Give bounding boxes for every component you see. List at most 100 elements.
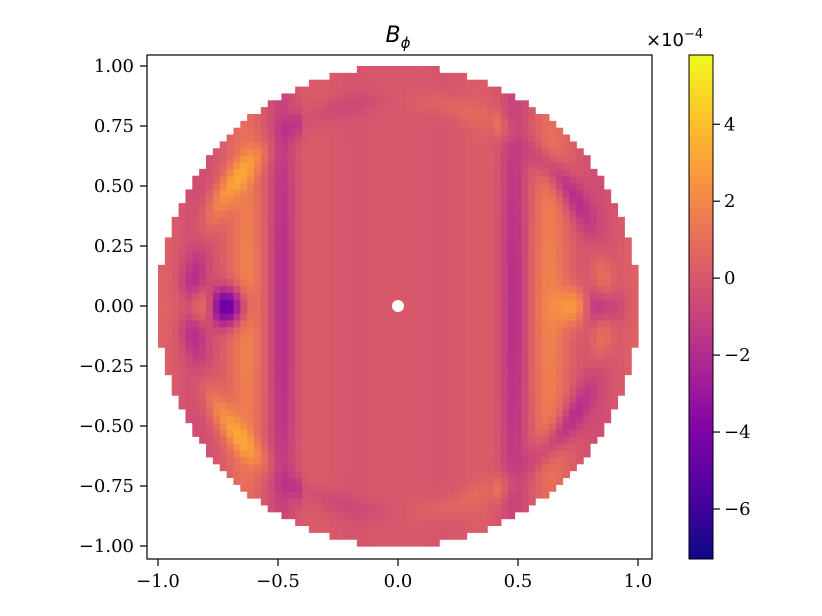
heatmap-cell — [411, 306, 420, 314]
heatmap-cell — [370, 216, 379, 225]
heatmap-cell — [548, 168, 557, 177]
heatmap-cell — [295, 504, 303, 513]
heatmap-cell — [439, 477, 447, 485]
heatmap-cell — [596, 333, 605, 341]
heatmap-cell — [329, 374, 337, 383]
heatmap-cell — [370, 79, 379, 88]
heatmap-cell — [377, 223, 385, 232]
heatmap-cell — [274, 271, 283, 280]
heatmap-cell — [452, 148, 461, 156]
heatmap-cell — [528, 498, 536, 506]
heatmap-cell — [281, 285, 289, 293]
heatmap-cell — [281, 216, 289, 225]
heatmap-cell — [212, 175, 221, 184]
heatmap-cell — [281, 402, 289, 410]
heatmap-cell — [391, 511, 399, 520]
heatmap-cell — [398, 436, 406, 444]
heatmap-cell — [432, 388, 440, 396]
heatmap-cell — [411, 436, 420, 444]
heatmap-cell — [596, 395, 605, 403]
heatmap-cell — [247, 120, 255, 129]
heatmap-cell — [302, 203, 310, 211]
heatmap-cell — [302, 436, 310, 444]
heatmap-cell — [631, 299, 639, 307]
heatmap-cell — [548, 244, 557, 252]
heatmap-cell — [521, 484, 529, 492]
heatmap-cell — [583, 251, 591, 259]
heatmap-cell — [487, 436, 495, 444]
heatmap-cell — [425, 525, 433, 533]
heatmap-cell — [240, 162, 248, 170]
heatmap-cell — [603, 395, 612, 403]
heatmap-cell — [535, 347, 543, 355]
heatmap-cell — [315, 196, 324, 204]
heatmap-cell — [206, 285, 214, 293]
heatmap-cell — [199, 429, 207, 437]
heatmap-cell — [295, 175, 303, 184]
heatmap-cell — [452, 340, 461, 348]
axes-frame — [146, 54, 653, 560]
heatmap-cell — [295, 450, 303, 458]
heatmap-cell — [233, 402, 241, 410]
heatmap-cell — [212, 285, 221, 293]
heatmap-cell — [404, 230, 413, 239]
heatmap-cell — [542, 114, 550, 122]
heatmap-cell — [473, 477, 481, 485]
heatmap-cell — [535, 456, 543, 465]
heatmap-cell — [322, 237, 331, 245]
heatmap-cell — [302, 114, 310, 122]
heatmap-cell — [295, 333, 303, 341]
heatmap-cell — [398, 251, 406, 259]
heatmap-cell — [356, 340, 365, 348]
heatmap-cell — [452, 237, 461, 245]
heatmap-cell — [535, 333, 543, 341]
heatmap-cell — [329, 381, 337, 389]
heatmap-cell — [569, 210, 577, 218]
heatmap-cell — [507, 127, 516, 136]
heatmap-cell — [185, 381, 193, 389]
heatmap-cell — [446, 463, 454, 472]
heatmap-cell — [610, 210, 619, 218]
heatmap-cell — [363, 251, 372, 259]
heatmap-cell — [610, 306, 619, 314]
heatmap-cell — [411, 258, 420, 266]
heatmap-cell — [288, 189, 296, 197]
heatmap-cell — [377, 100, 385, 108]
heatmap-cell — [219, 456, 228, 465]
heatmap-cell — [487, 100, 495, 108]
heatmap-cell — [288, 312, 296, 321]
heatmap-cell — [336, 120, 344, 129]
heatmap-cell — [288, 237, 296, 245]
heatmap-cell — [171, 319, 180, 328]
heatmap-cell — [260, 168, 269, 177]
heatmap-cell — [432, 443, 440, 451]
heatmap-cell — [500, 456, 509, 465]
heatmap-cell — [576, 216, 584, 225]
heatmap-cell — [315, 463, 324, 472]
heatmap-cell — [329, 155, 337, 163]
heatmap-cell — [494, 402, 502, 410]
heatmap-cell — [617, 285, 625, 293]
heatmap-cell — [418, 388, 427, 396]
heatmap-cell — [384, 72, 392, 81]
heatmap-cell — [528, 306, 536, 314]
heatmap-cell — [233, 443, 241, 451]
heatmap-cell — [480, 127, 488, 136]
heatmap-cell — [404, 525, 413, 533]
heatmap-cell — [617, 278, 625, 287]
heatmap-cell — [274, 367, 283, 376]
heatmap-cell — [583, 347, 591, 355]
heatmap-cell — [233, 450, 241, 458]
heatmap-cell — [329, 395, 337, 403]
heatmap-cell — [487, 354, 495, 362]
heatmap-cell — [432, 360, 440, 369]
heatmap-cell — [452, 388, 461, 396]
heatmap-cell — [610, 333, 619, 341]
heatmap-cell — [343, 415, 351, 424]
heatmap-cell — [240, 443, 248, 451]
heatmap-cell — [610, 374, 619, 383]
heatmap-cell — [370, 237, 379, 245]
heatmap-cell — [583, 182, 591, 191]
heatmap-cell — [425, 326, 433, 335]
heatmap-cell — [446, 456, 454, 465]
